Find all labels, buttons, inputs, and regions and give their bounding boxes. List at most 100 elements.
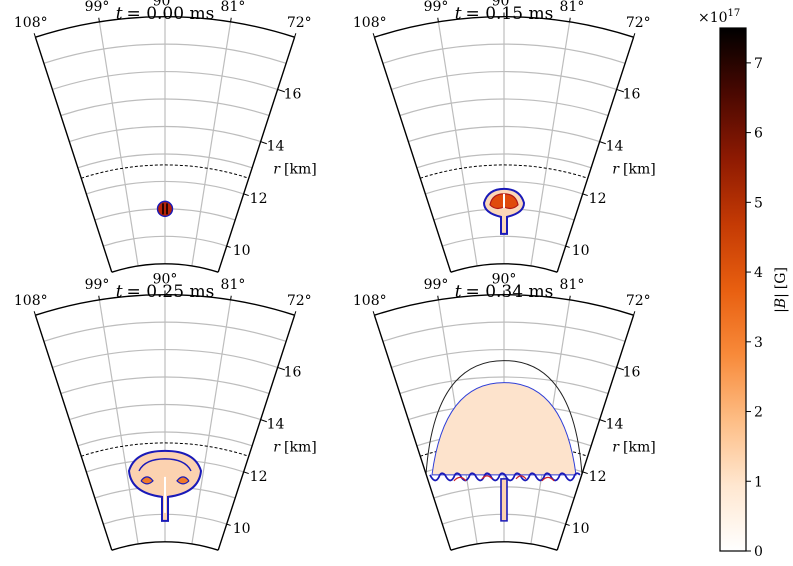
colorbar-tick-label: 0 <box>754 544 763 560</box>
stem <box>500 478 508 522</box>
colorbar-tick-label: 4 <box>754 265 763 281</box>
r-tick-label: 16 <box>284 86 302 102</box>
surface-dashed-line <box>81 442 249 457</box>
colorbar-label-math: |B| <box>773 293 789 313</box>
panel-title-value: = 0.34 ms <box>466 282 554 302</box>
theta-tick-label: 90° <box>492 272 517 288</box>
base-vortices <box>453 475 555 482</box>
r-tick-mark <box>599 141 606 145</box>
r-tick-label: 16 <box>284 364 302 380</box>
theta-tick-label: 90° <box>153 272 178 288</box>
theta-tick-label: 81° <box>221 277 246 293</box>
r-axis-label: r [km] <box>273 161 316 177</box>
field-structure <box>425 360 583 522</box>
frame-outer-arc <box>35 15 295 38</box>
frame-inner-arc <box>111 541 219 551</box>
r-tick-label: 12 <box>250 191 268 207</box>
r-axis-label-math: r <box>612 161 620 177</box>
frame-right-edge <box>217 314 296 551</box>
r-axis-label: r [km] <box>612 161 655 177</box>
r-tick-mark <box>582 471 588 475</box>
r-tick-mark <box>277 366 286 371</box>
r-tick-mark <box>243 471 249 475</box>
flux-tube-cross-section <box>156 200 174 218</box>
colorbar-tick-label: 2 <box>754 405 763 421</box>
r-axis-label-unit: [km] <box>623 161 656 177</box>
panel-title: t = 0.25 ms <box>116 282 215 302</box>
theta-tick-label: 81° <box>221 0 246 15</box>
r-axis-label-math: r <box>612 439 620 455</box>
expanded-cap <box>431 382 577 476</box>
r-tick-label: 10 <box>233 243 251 259</box>
colorbar-tick-label: 1 <box>754 474 763 490</box>
theta-tick-label: 99° <box>424 277 449 293</box>
cap-vortex <box>140 476 190 485</box>
panel-title-value: = 0.00 ms <box>127 4 215 24</box>
stem-center <box>164 476 166 513</box>
theta-tick-mark <box>437 17 439 22</box>
panel-title-value: = 0.15 ms <box>466 4 554 24</box>
turbulent-base <box>429 472 581 482</box>
panel: 108° 99° 90° 81° 72° 10 12 14 16 r [km] t = 0.34 ms <box>353 272 656 551</box>
r-tick-label: 10 <box>572 243 590 259</box>
r-tick-mark <box>565 245 570 248</box>
angular-gridline <box>98 21 139 266</box>
field-structure <box>127 449 203 522</box>
r-tick-mark <box>226 523 231 526</box>
bubble-center-line <box>503 193 505 208</box>
r-tick-mark <box>616 366 625 371</box>
r-tick-mark <box>565 523 570 526</box>
frame-inner-arc <box>450 541 558 551</box>
wedge-frame <box>373 293 635 551</box>
panel-title-var: t <box>455 4 462 24</box>
theta-tick-mark <box>294 33 297 38</box>
r-tick-label: 12 <box>589 469 607 485</box>
theta-tick-label: 108° <box>14 293 48 309</box>
r-axis-label: r [km] <box>273 439 316 455</box>
frame-right-edge <box>556 314 635 551</box>
theta-tick-mark <box>98 295 100 300</box>
theta-tick-label: 99° <box>424 0 449 15</box>
theta-tick-label: 72° <box>287 293 312 309</box>
theta-tick-mark <box>230 295 232 300</box>
colorbar-label: |B| [G] <box>773 267 789 313</box>
angular-gridline <box>530 21 571 266</box>
r-tick-mark <box>582 193 588 197</box>
panel-title: t = 0.34 ms <box>455 282 554 302</box>
panel: 108° 99° 90° 81° 72° 10 12 14 16 r [km] t = 0.00 ms <box>14 0 317 273</box>
r-tick-label: 10 <box>572 521 590 537</box>
theta-tick-mark <box>98 17 100 22</box>
frame-inner-arc <box>450 263 558 273</box>
panel-title: t = 0.15 ms <box>455 4 554 24</box>
r-tick-label: 10 <box>233 521 251 537</box>
panel: 108° 99° 90° 81° 72° 10 12 14 16 r [km] t = 0.15 ms <box>353 0 656 273</box>
field-structure <box>156 200 174 218</box>
theta-tick-label: 99° <box>85 277 110 293</box>
frame-left-edge <box>34 314 113 551</box>
r-axis-label-unit: [km] <box>284 161 317 177</box>
theta-tick-mark <box>633 33 636 38</box>
frame-outer-arc <box>374 293 634 316</box>
theta-tick-mark <box>294 311 297 316</box>
theta-tick-mark <box>33 311 36 316</box>
wedge-frame <box>34 293 296 551</box>
theta-tick-mark <box>633 311 636 316</box>
colorbar-rect <box>719 27 747 552</box>
surface-dashed-line <box>81 164 249 179</box>
polar-grid <box>43 16 287 266</box>
colorbar-tick-label: 5 <box>754 195 763 211</box>
frame-outer-arc <box>374 15 634 38</box>
r-tick-label: 14 <box>606 139 624 155</box>
r-tick-mark <box>277 88 286 93</box>
colorbar-multiplier-exp: 17 <box>728 8 741 19</box>
colorbar-tick-label: 3 <box>754 335 763 351</box>
panel-title: t = 0.00 ms <box>116 4 215 24</box>
r-tick-mark <box>260 141 267 145</box>
theta-tick-label: 72° <box>287 15 312 31</box>
frame-left-edge <box>373 314 452 551</box>
theta-tick-label: 90° <box>153 0 178 10</box>
field-structure <box>482 187 526 235</box>
colorbar-ticks: 0 1 2 3 4 5 6 7 <box>746 56 763 560</box>
